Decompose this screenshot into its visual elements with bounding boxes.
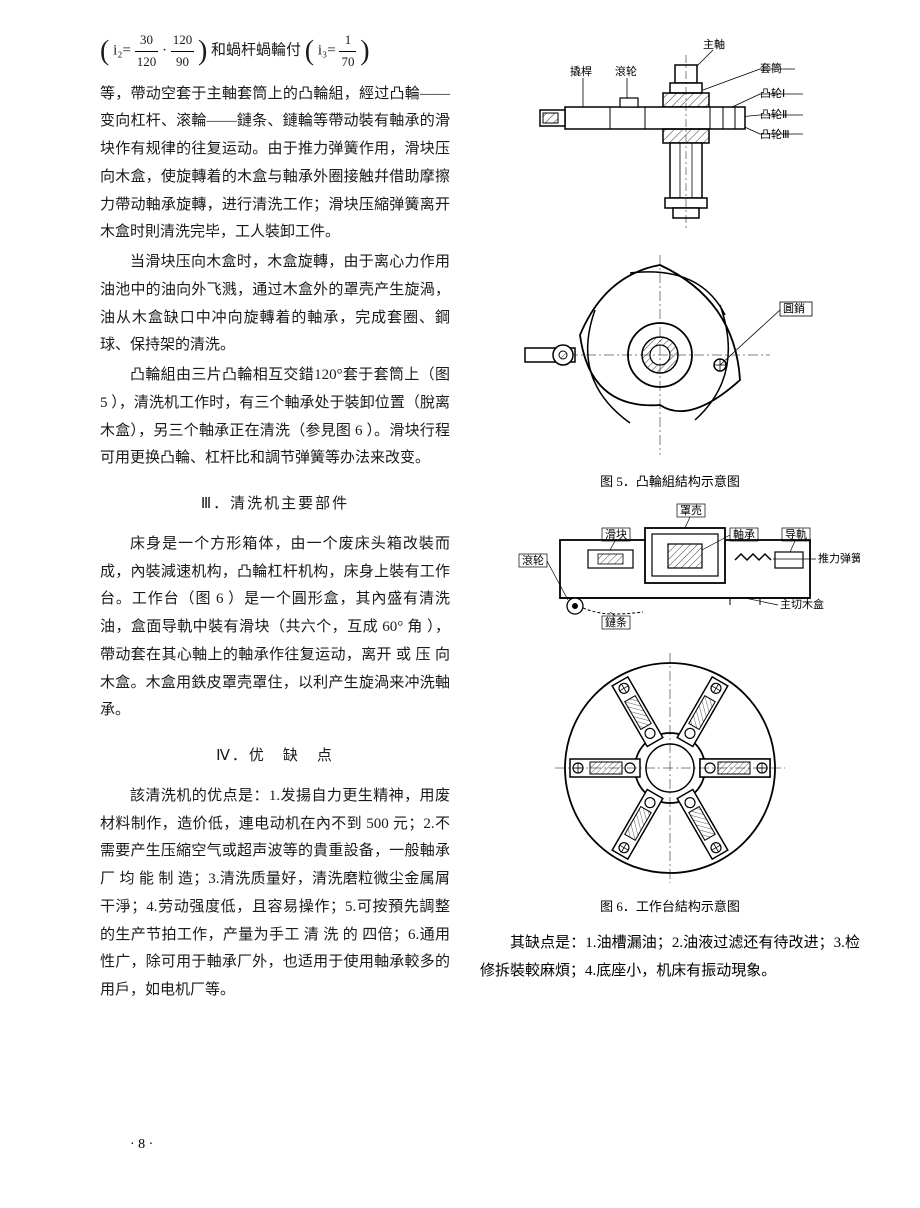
dot: · <box>162 43 167 59</box>
joiner: 和蝸杆蝸輪付 <box>211 43 301 59</box>
label-yuanxiao: 圓銷 <box>783 301 805 315</box>
fig5-top-diagram: 撬桿 滾轮 主軸 套筒 凸轮Ⅰ 凸轮Ⅱ 凸轮Ⅲ <box>485 30 855 240</box>
label-tanhuang: 推力弹簧 <box>818 551 860 565</box>
label-huakuai: 滑块 <box>605 528 627 541</box>
section4-title: Ⅳ．优 缺 点 <box>100 743 450 771</box>
para6: 其缺点是：1.油槽漏油；2.油液过滤还有待改进；3.检修拆裝較麻煩；4.底座小，… <box>480 930 860 986</box>
fig6-caption: 图 6．工作台結构示意图 <box>600 896 740 915</box>
paren-open2: ( <box>305 35 314 66</box>
fig6-bottom-diagram <box>510 650 830 890</box>
frac1-num: 30 <box>135 30 159 52</box>
para1: 等，帶动空套于主軸套筒上的凸輪組，經过凸輪——变向杠杆、滚輪——鏈条、鏈輪等帶动… <box>100 81 450 248</box>
label-liantiao: 鏈条 <box>605 615 627 629</box>
figure5-top: 撬桿 滾轮 主軸 套筒 凸轮Ⅰ 凸轮Ⅱ 凸轮Ⅲ <box>480 30 860 240</box>
fig5-caption: 图 5．凸輪組結构示意图 <box>600 471 740 490</box>
figure6-bottom: 图 6．工作台結构示意图 <box>480 650 860 915</box>
para4: 床身是一个方形箱体，由一个废床头箱改裝而成，內裝減速机构，凸輪杠杆机构，床身上裝… <box>100 531 450 725</box>
label-taotong: 套筒 <box>760 61 782 75</box>
section3-title: Ⅲ．清洗机主要部件 <box>100 491 450 519</box>
left-column: ( i₂= 30 120 · 120 90 ) 和蝸杆蝸輪付 ( i₃= 1 7… <box>100 30 450 1007</box>
label-zhaoke: 罩売 <box>680 504 702 517</box>
figure5-bottom: 圓銷 图 5．凸輪組結构示意图 <box>480 250 860 490</box>
para3: 凸輪組由三片凸輪相互交錯120°套于套筒上（图 5 ），清洗机工作时，有三个軸承… <box>100 362 450 473</box>
frac1-den: 120 <box>135 52 159 73</box>
label-tulun1: 凸轮Ⅰ <box>760 86 785 100</box>
label-daogui: 导軌 <box>785 527 807 541</box>
frac3-den: 70 <box>339 52 356 73</box>
paren-close1: ) <box>198 35 207 66</box>
label-gunlun2: 滾轮 <box>522 553 544 567</box>
label-zhuzhou: 主軸 <box>703 37 725 51</box>
label-zhugan: 撬桿 <box>570 64 592 78</box>
fig6-top-diagram: 罩売 軸承 导軌 滑块 推力弹簧 主切木盒 滾轮 <box>480 500 860 640</box>
formula-line: ( i₂= 30 120 · 120 90 ) 和蝸杆蝸輪付 ( i₃= 1 7… <box>100 30 450 73</box>
i2-label: i₂= <box>113 43 131 59</box>
frac2: 120 90 <box>171 30 195 73</box>
figure6-top: 罩売 軸承 导軌 滑块 推力弹簧 主切木盒 滾轮 <box>480 500 860 640</box>
label-gunlun: 滾轮 <box>615 64 637 78</box>
frac3: 1 70 <box>339 30 356 73</box>
frac3-num: 1 <box>339 30 356 52</box>
frac2-num: 120 <box>171 30 195 52</box>
paren-open: ( <box>100 35 109 66</box>
frac2-den: 90 <box>171 52 195 73</box>
para5: 該清洗机的优点是：1.发揚自力更生精神，用废材料制作，造价低，連电动机在內不到 … <box>100 783 450 1005</box>
label-zhouchen: 軸承 <box>733 527 755 541</box>
label-zhuxin: 主切木盒 <box>780 597 824 611</box>
right-column: 撬桿 滾轮 主軸 套筒 凸轮Ⅰ 凸轮Ⅱ 凸轮Ⅲ <box>480 30 860 1007</box>
page-number: · 8 · <box>130 1137 153 1153</box>
fig5-bottom-diagram: 圓銷 <box>485 250 855 465</box>
label-tulun2: 凸轮Ⅱ <box>760 107 787 121</box>
paren-close2: ) <box>360 35 369 66</box>
frac1: 30 120 <box>135 30 159 73</box>
para2: 当滑块压向木盒时，木盒旋轉，由于离心力作用油池中的油向外飞溅，通过木盒外的罩壳产… <box>100 249 450 360</box>
i3-label: i₃= <box>318 43 336 59</box>
